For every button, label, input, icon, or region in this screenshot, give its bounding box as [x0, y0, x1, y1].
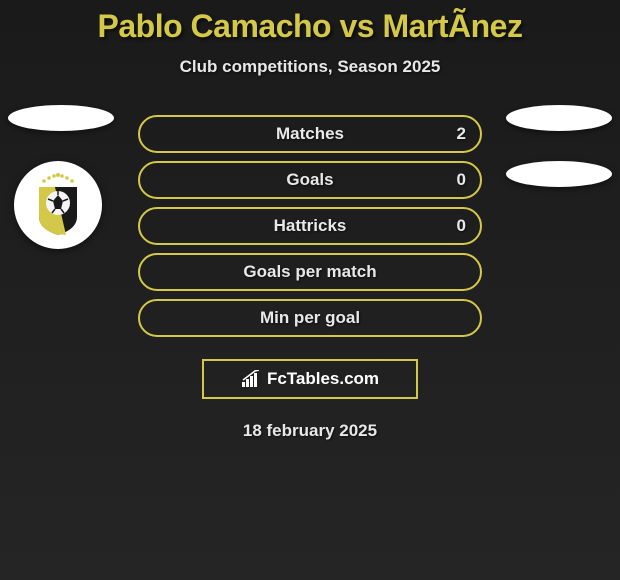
page-title: Pablo Camacho vs MartÃnez	[98, 8, 523, 45]
page-subtitle: Club competitions, Season 2025	[180, 57, 441, 77]
shield-icon	[22, 169, 94, 241]
stat-label: Matches	[276, 124, 344, 144]
stat-label: Goals per match	[243, 262, 376, 282]
stat-label: Goals	[286, 170, 333, 190]
stat-row-matches: Matches 2	[138, 115, 482, 153]
stat-label: Min per goal	[260, 308, 360, 328]
stat-label: Hattricks	[274, 216, 347, 236]
player-avatar-left	[8, 105, 114, 131]
stat-row-goals: Goals 0	[138, 161, 482, 199]
stat-row-hattricks: Hattricks 0	[138, 207, 482, 245]
branding-text: FcTables.com	[267, 369, 379, 389]
team-logo-left	[14, 161, 102, 249]
stat-row-gpm: Goals per match	[138, 253, 482, 291]
date-line: 18 february 2025	[243, 421, 377, 441]
content-wrap: Matches 2 Goals 0 Hattricks 0 Goals per …	[0, 115, 620, 441]
stat-value: 2	[457, 124, 466, 144]
stat-value: 0	[457, 170, 466, 190]
left-column	[8, 105, 114, 249]
player-avatar-right-1	[506, 105, 612, 131]
stat-row-mpg: Min per goal	[138, 299, 482, 337]
player-avatar-right-2	[506, 161, 612, 187]
chart-bars-icon	[241, 370, 263, 388]
branding-box[interactable]: FcTables.com	[202, 359, 418, 399]
right-column	[506, 105, 612, 187]
stat-value: 0	[457, 216, 466, 236]
comparison-card: Pablo Camacho vs MartÃnez Club competiti…	[0, 0, 620, 441]
